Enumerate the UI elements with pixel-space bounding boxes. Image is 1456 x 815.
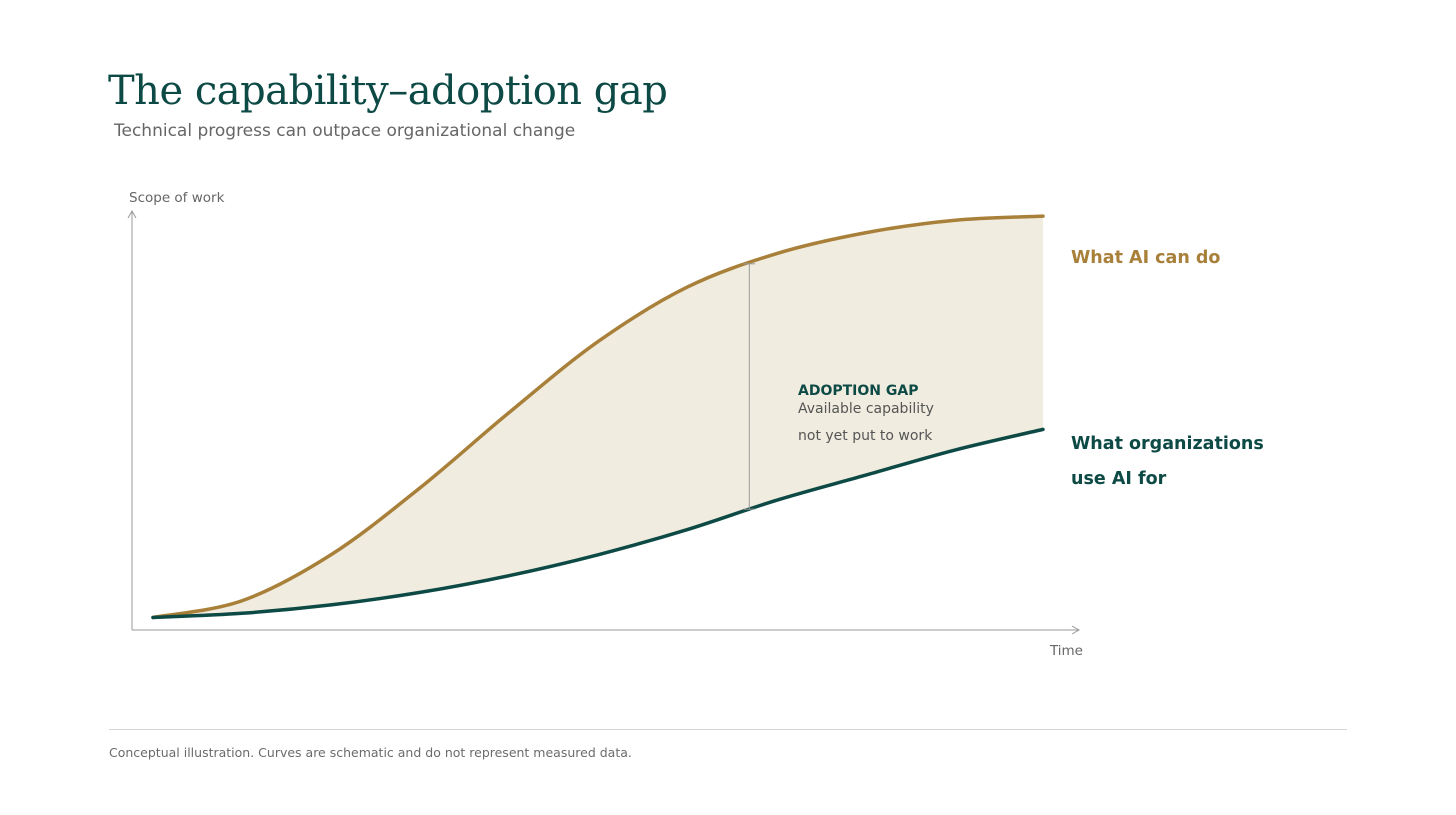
series-line-ai-capability xyxy=(151,214,1045,620)
gap-annotation-line: Available capability xyxy=(798,401,934,417)
series-label-line: use AI for xyxy=(1071,469,1167,489)
adoption-gap-area xyxy=(153,216,1043,618)
y-axis-label: Scope of work xyxy=(129,190,225,206)
gap-annotation-line: not yet put to work xyxy=(798,428,933,444)
x-axis-label: Time xyxy=(1049,643,1083,659)
footnote: Conceptual illustration. Curves are sche… xyxy=(109,745,632,760)
page-subtitle: Technical progress can outpace organizat… xyxy=(114,121,576,141)
footer-divider xyxy=(109,729,1347,730)
gap-bracket xyxy=(743,263,756,510)
series-label-line: What organizations xyxy=(1071,434,1264,454)
x-axis-arrow xyxy=(1071,625,1081,635)
gap-annotation-heading: ADOPTION GAP xyxy=(798,383,918,399)
series-line-org-adoption xyxy=(151,427,1045,620)
y-axis-arrow xyxy=(127,209,137,219)
series-label-org-adoption: What organizations use AI for xyxy=(1071,434,1270,489)
page-title: The capability–adoption gap xyxy=(108,68,668,114)
series-label-ai-capability: What AI can do xyxy=(1071,248,1220,268)
